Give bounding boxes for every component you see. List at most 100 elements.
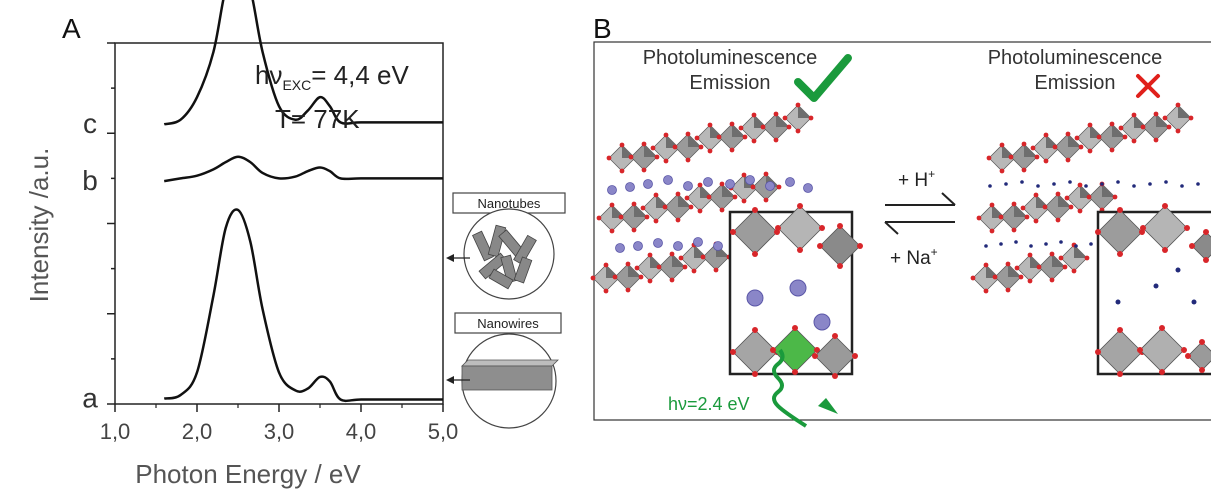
oxygen-atom [612, 274, 618, 280]
x-tick-label: 3,0 [264, 419, 295, 444]
oxygen-atom [675, 191, 681, 197]
oxygen-atom [1175, 128, 1181, 134]
oxygen-atom [1014, 265, 1020, 271]
octahedron-face [688, 134, 701, 147]
oxygen-atom [989, 228, 995, 234]
inset-oxygen [1159, 369, 1165, 375]
proton-site [1100, 182, 1104, 186]
proton-site [1074, 244, 1078, 248]
panel-b-letter: B [593, 13, 612, 44]
oxygen-atom [625, 287, 631, 293]
oxygen-atom [741, 198, 747, 204]
nanotubes-inset: Nanotubes [446, 192, 566, 300]
left-sodium-ions [607, 175, 813, 253]
sodium-ion [803, 183, 813, 193]
oxygen-atom [786, 124, 792, 130]
oxygen-atom [631, 227, 637, 233]
oxygen-atom [750, 184, 756, 190]
octahedron-face [1178, 105, 1191, 118]
series-b-line [163, 155, 443, 183]
oxygen-atom [1011, 201, 1017, 207]
inset-proton [1175, 267, 1181, 273]
proton-site [1068, 180, 1072, 184]
oxygen-atom [647, 252, 653, 258]
sodium-ion [607, 185, 617, 195]
oxygen-atom [603, 262, 609, 268]
oxygen-atom [1096, 134, 1102, 140]
oxygen-atom [1020, 205, 1026, 211]
oxygen-atom [741, 172, 747, 178]
oxygen-atom [1033, 218, 1039, 224]
oxygen-atom [1049, 277, 1055, 283]
oxygen-atom [763, 171, 769, 177]
sodium-ion [703, 177, 713, 187]
oxygen-atom [656, 264, 662, 270]
inset-oxygen [1162, 203, 1168, 209]
oxygen-atom [1153, 111, 1159, 117]
oxygen-atom [751, 112, 757, 118]
panel-a-letter: A [62, 13, 81, 44]
oxygen-atom [1042, 204, 1048, 210]
oxygen-atom [760, 124, 766, 130]
plot-frame [114, 42, 444, 405]
oxygen-atom [742, 134, 748, 140]
oxygen-atom [776, 184, 782, 190]
oxygen-atom [1084, 255, 1090, 261]
oxygen-atom [1018, 274, 1024, 280]
inset-sodium-ion [746, 289, 764, 307]
proton-site [1164, 180, 1168, 184]
reverse-reaction-label: + Na+ [890, 245, 938, 269]
inset-proton [1153, 283, 1159, 289]
oxygen-atom [609, 228, 615, 234]
oxygen-atom [1021, 141, 1027, 147]
proton-site [1148, 182, 1152, 186]
oxygen-atom [1118, 125, 1124, 131]
check-icon [794, 54, 852, 102]
proton-site [1116, 180, 1120, 184]
left-title-line2: Emission [689, 72, 770, 94]
oxygen-atom [713, 267, 719, 273]
oxygen-atom [669, 251, 675, 257]
right-zoom-inset [1095, 203, 1211, 377]
right-title-line2: Emission [1034, 72, 1115, 94]
inset-oxygen [730, 349, 736, 355]
oxygen-atom [662, 204, 668, 210]
inset-oxygen [814, 347, 820, 353]
oxygen-atom [697, 182, 703, 188]
oxygen-atom [998, 214, 1004, 220]
oxygen-atom [976, 215, 982, 221]
inset-oxygen [1095, 229, 1101, 235]
emission-energy-label: hν=2.4 eV [668, 394, 750, 414]
inset-oxygen [832, 373, 838, 379]
sodium-ion [663, 175, 673, 185]
oxygen-atom [707, 122, 713, 128]
proton-site [1132, 184, 1136, 188]
inset-oxygen [857, 243, 863, 249]
oxygen-atom [719, 181, 725, 187]
oxygen-atom [732, 194, 738, 200]
inset-oxygen [1189, 243, 1195, 249]
nanowires-inset: Nanowires [446, 312, 562, 429]
octahedron-face [1024, 144, 1037, 157]
sodium-ion [625, 182, 635, 192]
oxygen-atom [1074, 135, 1080, 141]
proton-site [1020, 180, 1024, 184]
oxygen-atom [706, 194, 712, 200]
inset-oxygen [752, 371, 758, 377]
temperature-annotation: T= 77K [275, 104, 360, 134]
oxygen-atom [1033, 192, 1039, 198]
oxygen-atom [1162, 115, 1168, 121]
oxygen-atom [1030, 145, 1036, 151]
inset-oxygen [1185, 353, 1191, 359]
oxygen-atom [1011, 227, 1017, 233]
inset-oxygen [1159, 325, 1165, 331]
series-c-label: c [83, 108, 97, 139]
x-tick-label: 2,0 [182, 419, 213, 444]
inset-oxygen [775, 225, 781, 231]
oxygen-atom [685, 157, 691, 163]
proton-site [1052, 182, 1056, 186]
nanowire-block-icon [461, 359, 559, 391]
right-title-line1: Photoluminescence [988, 47, 1163, 69]
inset-oxygen [1199, 367, 1205, 373]
oxygen-atom [986, 155, 992, 161]
